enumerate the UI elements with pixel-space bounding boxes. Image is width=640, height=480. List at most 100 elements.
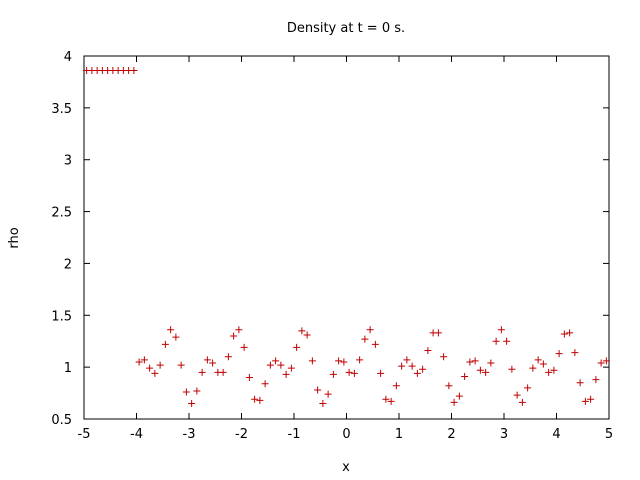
data-point — [308, 357, 316, 365]
data-point — [245, 374, 253, 382]
data-point — [455, 392, 463, 400]
data-point — [135, 358, 143, 366]
data-point — [466, 358, 474, 366]
data-point — [198, 368, 206, 376]
data-point — [387, 397, 395, 405]
data-point — [230, 332, 238, 340]
data-point — [177, 361, 185, 369]
data-point — [424, 347, 432, 355]
y-tick-label: 3 — [64, 154, 72, 169]
data-point — [461, 372, 469, 380]
data-point — [172, 333, 180, 341]
data-point — [350, 369, 358, 377]
data-point — [592, 376, 600, 384]
data-point — [188, 399, 196, 407]
data-point — [508, 365, 516, 373]
x-tick-label: 5 — [605, 427, 613, 442]
data-point — [497, 326, 505, 334]
data-point — [440, 353, 448, 361]
data-point — [319, 399, 327, 407]
data-point — [235, 326, 243, 334]
x-tick-label: 4 — [552, 427, 560, 442]
data-point — [382, 395, 390, 403]
data-point — [261, 380, 269, 388]
y-tick-label: 2 — [64, 257, 72, 272]
data-point — [193, 387, 201, 395]
data-point — [408, 362, 416, 370]
data-point — [272, 357, 280, 365]
y-tick-label: 1 — [64, 361, 72, 376]
data-point — [482, 368, 490, 376]
x-tick-label: -4 — [130, 427, 143, 442]
data-point — [361, 335, 369, 343]
data-point — [266, 361, 274, 369]
x-axis-label: x — [342, 460, 350, 475]
data-point — [471, 357, 479, 365]
data-point — [329, 370, 337, 378]
data-point — [219, 368, 227, 376]
data-point — [167, 326, 175, 334]
data-point — [602, 357, 610, 365]
data-point — [587, 395, 595, 403]
y-tick-label: 4 — [64, 50, 72, 65]
data-point — [398, 362, 406, 370]
data-point — [576, 379, 584, 387]
data-point — [240, 343, 248, 351]
data-point — [597, 359, 605, 367]
data-point — [277, 361, 285, 369]
data-point — [366, 326, 374, 334]
data-point — [287, 364, 295, 372]
x-tick-label: -5 — [78, 427, 91, 442]
data-point — [303, 331, 311, 339]
data-point — [340, 358, 348, 366]
data-point — [445, 382, 453, 390]
x-tick-label: 0 — [342, 427, 350, 442]
data-point — [539, 360, 547, 368]
data-point — [492, 337, 500, 345]
data-point — [203, 356, 211, 364]
data-point — [555, 350, 563, 358]
data-point — [256, 396, 264, 404]
data-point — [513, 391, 521, 399]
data-point — [529, 364, 537, 372]
data-point — [503, 337, 511, 345]
data-points — [83, 67, 610, 407]
x-tick-label: 3 — [500, 427, 508, 442]
data-point — [450, 398, 458, 406]
data-point — [419, 365, 427, 373]
data-point — [403, 356, 411, 364]
x-tick-label: 2 — [447, 427, 455, 442]
data-point — [130, 67, 138, 75]
data-point — [356, 356, 364, 364]
data-point — [161, 340, 169, 348]
data-point — [566, 329, 574, 337]
data-point — [182, 388, 190, 396]
data-point — [581, 397, 589, 405]
data-point — [335, 357, 343, 365]
data-point — [476, 366, 484, 374]
data-point — [298, 327, 306, 335]
data-point — [377, 369, 385, 377]
y-tick-label: 3.5 — [51, 102, 72, 117]
data-point — [282, 370, 290, 378]
data-point — [571, 349, 579, 357]
data-point — [550, 366, 558, 374]
data-point — [293, 343, 301, 351]
data-point — [140, 356, 148, 364]
data-point — [151, 369, 159, 377]
data-point — [209, 359, 217, 367]
data-point — [156, 361, 164, 369]
data-point — [345, 368, 353, 376]
data-point — [560, 330, 568, 338]
data-point — [413, 369, 421, 377]
data-point — [392, 382, 400, 390]
y-tick-label: 2.5 — [51, 206, 72, 221]
data-point — [324, 390, 332, 398]
chart-title: Density at t = 0 s. — [287, 21, 405, 36]
axis-ticks: -5 -4 -3 -2 -1 0 1 2 3 4 5 0.5 1 1.5 2 2.5 3 3.5 4 — [51, 50, 613, 442]
data-point — [371, 340, 379, 348]
data-point — [545, 368, 553, 376]
y-axis-label: rho — [7, 227, 22, 248]
data-point — [434, 329, 442, 337]
